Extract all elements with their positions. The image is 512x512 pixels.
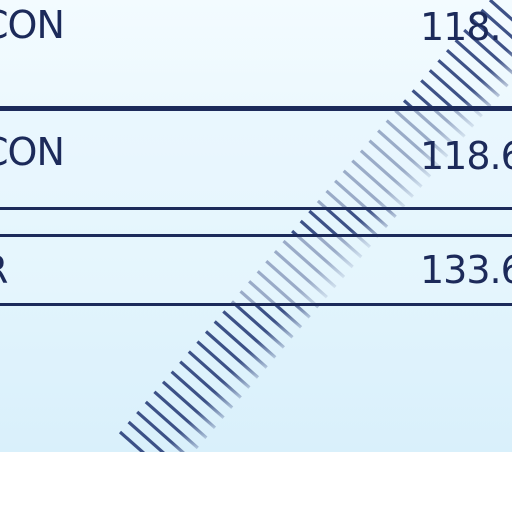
frequency-row-1[interactable]: CON 118. (0, 0, 512, 109)
frequency-row-3[interactable]: R 133.6 (0, 234, 512, 306)
stripe-mark (144, 400, 199, 450)
stripe-mark (170, 370, 225, 419)
stripe-mark (230, 300, 285, 349)
frequency-value: 118. (420, 5, 502, 49)
stripe-mark (463, 28, 512, 75)
stripe-mark (445, 49, 501, 98)
bottom-margin (0, 452, 512, 512)
station-name: CON (0, 130, 65, 174)
frequency-value: 133.6 (420, 248, 512, 292)
stripe-mark (213, 320, 268, 369)
station-name: CON (0, 3, 65, 47)
stripe-mark (204, 330, 260, 379)
radio-frequency-panel: CON 118. CON 118.6 R 133.6 (0, 0, 512, 452)
stripe-mark (480, 8, 512, 40)
frequency-value: 118.6 (420, 134, 512, 178)
stripe-mark (222, 310, 277, 359)
stripe-mark (153, 390, 208, 439)
stripe-mark (187, 350, 242, 399)
stripe-mark (118, 430, 146, 452)
frequency-row-2[interactable]: CON 118.6 (0, 108, 512, 210)
stripe-mark (127, 420, 165, 452)
stripe-mark (488, 0, 512, 22)
stripe-mark (161, 380, 217, 429)
stripe-mark (136, 410, 185, 452)
station-name: R (0, 251, 8, 289)
stripe-mark (471, 18, 512, 57)
stripe-mark (437, 59, 492, 108)
stripe-mark (179, 360, 234, 409)
stripe-mark (454, 39, 509, 88)
stripe-mark (196, 340, 251, 389)
